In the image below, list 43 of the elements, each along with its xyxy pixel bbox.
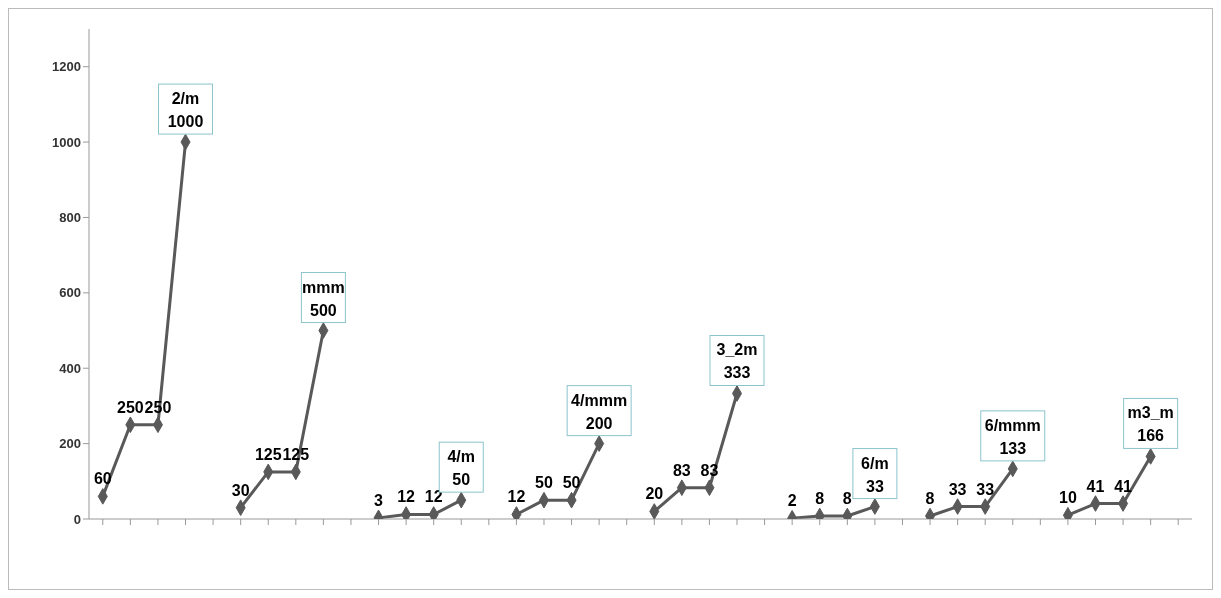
data-label: 50	[535, 474, 553, 492]
data-label: 166	[1137, 427, 1165, 445]
annotation: 2/m	[171, 90, 200, 108]
annotation: 4/mmm	[571, 391, 628, 409]
data-label: 333	[723, 364, 751, 382]
data-label: 125	[254, 445, 282, 463]
data-label: 30	[231, 481, 250, 499]
annotation: 3_2m	[716, 341, 758, 359]
y-tick-label: 200	[59, 436, 81, 452]
data-label: 8	[815, 489, 825, 507]
annotation: 4/m	[447, 448, 476, 466]
data-label: 33	[948, 480, 967, 498]
annotation: m3_m	[1127, 404, 1174, 422]
y-tick-label: 800	[59, 210, 81, 226]
annotation: 6/mmm	[984, 416, 1041, 434]
data-label: 8	[842, 489, 852, 507]
y-tick-label: 0	[73, 511, 81, 527]
y-tick-label: 1200	[52, 59, 81, 75]
data-label: 12	[424, 488, 443, 506]
data-label: 500	[310, 301, 337, 319]
data-label: 250	[117, 398, 144, 416]
data-label: 12	[397, 488, 416, 506]
data-label: 8	[925, 489, 935, 507]
data-label: 200	[585, 414, 613, 432]
data-label: 1000	[167, 113, 204, 131]
data-label: 33	[976, 480, 995, 498]
data-label: 50	[452, 471, 471, 489]
data-label: 10	[1059, 489, 1077, 507]
data-label: 20	[645, 485, 664, 503]
data-label: 3	[374, 491, 384, 509]
y-tick-label: 1000	[52, 134, 81, 150]
data-label: 83	[672, 461, 691, 479]
data-label: 41	[1086, 477, 1105, 495]
annotation: 6/m	[861, 454, 889, 472]
data-label: 12	[507, 488, 526, 506]
y-tick-label: 400	[59, 360, 81, 376]
data-label: 2	[787, 492, 797, 510]
annotation: mmm	[302, 278, 345, 296]
y-tick-label: 600	[59, 285, 81, 301]
data-label: 133	[999, 439, 1027, 457]
data-label: 50	[562, 474, 581, 492]
data-label: 41	[1114, 477, 1133, 495]
data-label: 33	[865, 477, 884, 495]
